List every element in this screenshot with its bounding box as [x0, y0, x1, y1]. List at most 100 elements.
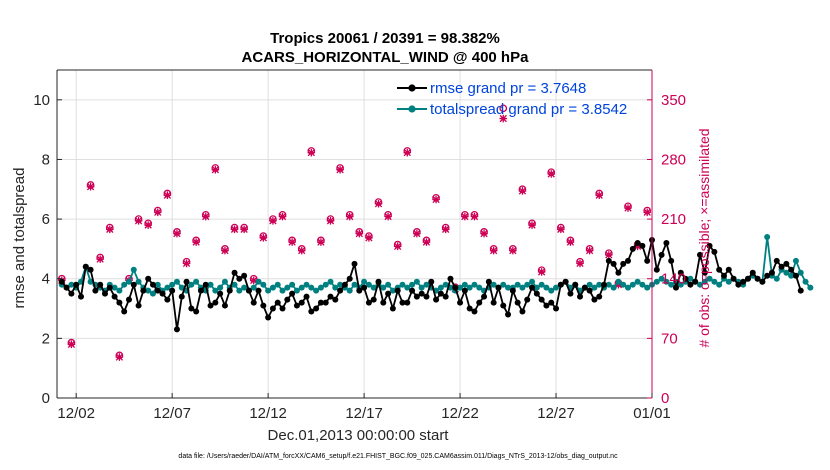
y-right-tick-label-2: 140	[661, 271, 686, 288]
totalspread-point	[413, 278, 420, 285]
rmse-point	[466, 305, 473, 312]
rmse-point	[596, 293, 603, 300]
x-tick-label-6: 01/01	[633, 405, 671, 422]
totalspread-point	[677, 281, 684, 288]
totalspread-point	[370, 284, 377, 291]
rmse-point	[572, 281, 579, 288]
rmse-point	[130, 281, 137, 288]
rmse-point	[365, 299, 372, 306]
rmse-point	[140, 287, 147, 294]
totalspread-point	[634, 278, 641, 285]
rmse-point	[207, 302, 214, 309]
totalspread-point	[399, 281, 406, 288]
rmse-point	[231, 269, 238, 276]
totalspread-point	[437, 284, 444, 291]
y-tick-label-3: 6	[42, 211, 50, 228]
totalspread-point	[500, 281, 507, 288]
totalspread-point	[116, 287, 123, 294]
rmse-point	[754, 275, 761, 282]
rmse-point	[505, 311, 512, 318]
obs-assimilated-point	[221, 246, 229, 255]
totalspread-point	[687, 275, 694, 282]
rmse-point	[341, 281, 348, 288]
rmse-point	[380, 299, 387, 306]
totalspread-point	[212, 287, 219, 294]
obs-assimilated-point	[422, 238, 431, 246]
totalspread-point	[802, 278, 809, 285]
x-tick-label-5: 12/27	[537, 405, 575, 422]
footnote: data file: /Users/raeder/DAI/ATM_forcXX/…	[178, 453, 618, 460]
rmse-point	[389, 305, 396, 312]
rmse-point	[236, 275, 243, 282]
obs-assimilated-point	[144, 221, 152, 229]
rmse-point	[481, 293, 488, 300]
rmse-point	[423, 293, 430, 300]
obs-assimilated-point	[105, 225, 114, 234]
obs-assimilated-point	[595, 191, 604, 200]
rmse-point	[154, 287, 161, 294]
rmse-point	[620, 260, 627, 267]
obs-assimilated-point	[566, 238, 575, 246]
rmse-point	[610, 260, 617, 267]
totalspread-point	[361, 278, 368, 285]
rmse-point	[250, 299, 257, 306]
totalspread-point	[221, 278, 228, 285]
rmse-point	[529, 284, 536, 291]
legend-totalspread-label: totalspread grand pr = 3.8542	[430, 101, 627, 118]
totalspread-point	[327, 278, 334, 285]
totalspread-point	[111, 284, 118, 291]
totalspread-point	[260, 281, 267, 288]
obs-assimilated-point	[153, 208, 162, 217]
rmse-point	[356, 287, 363, 294]
totalspread-point	[130, 266, 137, 273]
totalspread-point	[788, 272, 795, 279]
obs-assimilated-point	[297, 246, 306, 255]
obs-assimilated-point	[317, 238, 325, 246]
obs-assimilated-point	[461, 212, 469, 221]
rmse-point	[792, 272, 799, 279]
rmse-point	[394, 287, 401, 294]
totalspread-point	[423, 281, 430, 288]
rmse-point	[409, 287, 416, 294]
rmse-point	[116, 299, 123, 306]
obs-assimilated-point	[173, 229, 181, 238]
totalspread-point	[519, 284, 526, 291]
rmse-point	[788, 266, 795, 273]
rmse-point	[92, 287, 99, 294]
legend-rmse-marker	[408, 84, 416, 92]
rmse-point	[63, 284, 70, 291]
rmse-point	[303, 293, 310, 300]
obs-assimilated-point	[518, 187, 527, 195]
rmse-point	[313, 305, 320, 312]
rmse-point	[404, 299, 411, 306]
rmse-point	[442, 293, 449, 300]
rmse-point	[332, 296, 339, 303]
rmse-point	[615, 269, 622, 276]
rmse-point	[399, 299, 406, 306]
totalspread-point	[289, 281, 296, 288]
y-right-tick-label-3: 210	[661, 211, 686, 228]
obs-assimilated-point	[480, 229, 488, 238]
y-tick-label-4: 8	[42, 151, 50, 168]
rmse-point	[322, 299, 329, 306]
rmse-point	[577, 293, 584, 300]
chart-title-line1: Tropics 20061 / 20391 = 98.382%	[270, 30, 500, 47]
totalspread-point	[548, 287, 555, 294]
totalspread-point	[461, 281, 468, 288]
totalspread-point	[625, 284, 632, 291]
rmse-point	[173, 326, 180, 333]
totalspread-point	[620, 281, 627, 288]
obs-assimilated-point	[585, 246, 594, 255]
obs-assimilated-point	[365, 234, 373, 242]
totalspread-point	[466, 284, 473, 291]
totalspread-point	[269, 284, 276, 291]
rmse-point	[557, 281, 564, 288]
rmse-point	[692, 278, 699, 285]
totalspread-point	[505, 284, 512, 291]
totalspread-point	[471, 281, 478, 288]
totalspread-point	[596, 281, 603, 288]
rmse-point	[711, 248, 718, 255]
rmse-point	[111, 293, 118, 300]
totalspread-point	[701, 278, 708, 285]
rmse-point	[212, 299, 219, 306]
